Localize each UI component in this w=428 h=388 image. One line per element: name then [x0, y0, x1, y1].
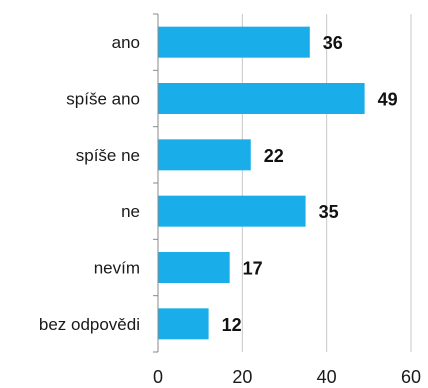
- x-tick-label: 40: [317, 367, 337, 387]
- x-tick-label: 60: [401, 367, 421, 387]
- value-label: 36: [323, 33, 343, 53]
- bars: [158, 26, 365, 340]
- value-label: 49: [378, 90, 398, 110]
- category-label: nevím: [94, 259, 140, 278]
- bar-0: [158, 26, 310, 58]
- value-label: 35: [319, 202, 339, 222]
- bar-2: [158, 139, 251, 171]
- labels: ano 36 spíše ano 49 spíše ne 22 ne 35 nevím 17 bez…: [39, 33, 421, 387]
- gridlines: [241, 14, 412, 352]
- category-label: spíše ne: [76, 146, 140, 165]
- axes: [153, 13, 159, 353]
- value-label: 12: [222, 315, 242, 335]
- category-label: ano: [112, 33, 140, 52]
- category-label: spíše ano: [66, 90, 140, 109]
- bar-1: [158, 83, 365, 114]
- x-tick-label: 20: [232, 367, 252, 387]
- category-label: bez odpovědi: [39, 315, 140, 334]
- bar-3: [158, 195, 306, 227]
- x-tick-label: 0: [153, 367, 163, 387]
- value-label: 22: [264, 146, 284, 166]
- category-label: ne: [121, 202, 140, 221]
- bar-4: [158, 252, 230, 283]
- value-label: 17: [243, 259, 263, 279]
- bar-5: [158, 308, 209, 340]
